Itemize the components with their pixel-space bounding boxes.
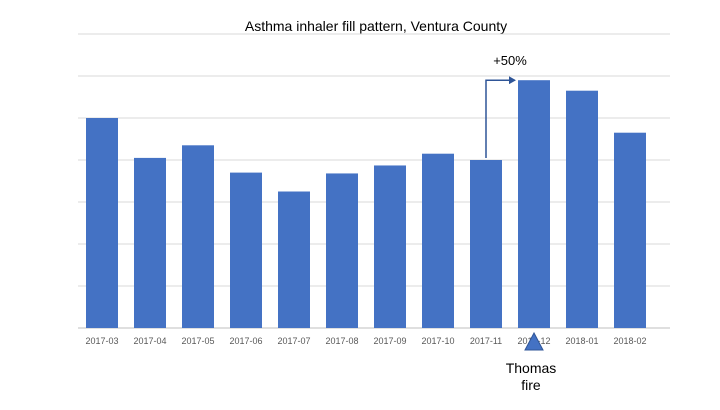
bar-2018-02 [614,132,646,328]
x-tick-label: 2017-11 [470,336,502,346]
event-marker-triangle [524,331,544,351]
x-tick-label: 2017-03 [85,336,118,346]
change-arrow [485,76,516,158]
x-tick-label: 2017-05 [181,336,214,346]
change-label: +50% [493,53,527,68]
bar-2017-07 [278,191,310,328]
x-tick-label: 2017-10 [421,336,454,346]
x-tick-label: 2017-06 [229,336,262,346]
x-tick-labels: 2017-03 2017-04 2017-05 2017-06 2017-07 2017-… [85,336,646,346]
bar-2017-12 [518,80,550,328]
bar-2017-11 [470,160,502,328]
bar-2017-04 [134,157,166,328]
x-tick-label: 2017-07 [277,336,310,346]
x-tick-label: 2017-09 [373,336,406,346]
x-tick-label: 2018-01 [565,336,598,346]
bar-2018-01 [566,90,598,328]
x-tick-label: 2018-02 [613,336,646,346]
bars [86,80,646,328]
bar-2017-05 [182,145,214,328]
x-tick-label: 2017-08 [325,336,358,346]
bar-2017-09 [374,165,406,328]
bar-2017-10 [422,153,454,328]
chart-title: Asthma inhaler fill pattern, Ventura Cou… [245,18,507,34]
bar-2017-08 [326,173,358,328]
bar-2017-06 [230,172,262,328]
event-label-line: fire [521,377,541,393]
x-tick-label: 2017-04 [133,336,166,346]
event-label-line: Thomas [506,360,557,376]
bar-2017-03 [86,118,118,328]
